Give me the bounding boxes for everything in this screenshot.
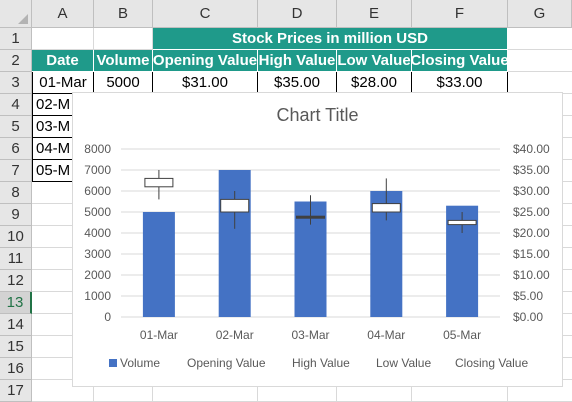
- row-header-17[interactable]: 17: [0, 380, 32, 402]
- header-date[interactable]: Date: [32, 50, 94, 72]
- y2-tick-label: $30.00: [513, 184, 550, 198]
- legend-label: Volume: [120, 356, 160, 370]
- chart-title[interactable]: Chart Title: [276, 105, 359, 125]
- row-header-10[interactable]: 10: [0, 226, 32, 248]
- legend-label: High Value: [292, 356, 350, 370]
- stock-chart[interactable]: Chart Title 0 1000 2000 3000 4000 5000 6000 700…: [72, 92, 563, 387]
- header-closing-value[interactable]: Closing Value: [412, 50, 508, 72]
- row-header-9[interactable]: 9: [0, 204, 32, 226]
- column-header-d[interactable]: D: [258, 0, 337, 28]
- legend-label: Closing Value: [455, 356, 528, 370]
- row-header-5[interactable]: 5: [0, 116, 32, 138]
- header-volume[interactable]: Volume: [94, 50, 153, 72]
- header-low-value[interactable]: Low Value: [337, 50, 412, 72]
- row-header-15[interactable]: 15: [0, 336, 32, 358]
- column-header-a[interactable]: A: [32, 0, 94, 28]
- cell-a6[interactable]: 04-M: [32, 138, 74, 160]
- category-label: 05-Mar: [443, 328, 481, 342]
- column-header-f[interactable]: F: [412, 0, 508, 28]
- y2-tick-label: $35.00: [513, 163, 550, 177]
- banner-cell[interactable]: Stock Prices in million USD: [153, 28, 508, 50]
- row-header-1[interactable]: 1: [0, 28, 32, 50]
- legend-label: Opening Value: [187, 356, 266, 370]
- candle-body: [447, 219, 477, 226]
- y2-tick-label: $10.00: [513, 268, 550, 282]
- column-header-g[interactable]: G: [508, 0, 572, 28]
- row-header-2[interactable]: 2: [0, 50, 32, 72]
- category-label: 02-Mar: [216, 328, 254, 342]
- cell-c3[interactable]: $31.00: [153, 72, 258, 94]
- column-header-c[interactable]: C: [153, 0, 258, 28]
- cell-a3[interactable]: 01-Mar: [32, 72, 94, 94]
- row-header-13[interactable]: 13: [0, 292, 32, 314]
- y-tick-label: 4000: [84, 226, 111, 240]
- candle-body: [296, 215, 325, 219]
- y-tick-label: 0: [104, 310, 111, 324]
- y2-tick-label: $0.00: [513, 310, 543, 324]
- header-high-value[interactable]: High Value: [258, 50, 337, 72]
- y-tick-label: 6000: [84, 184, 111, 198]
- row-header-14[interactable]: 14: [0, 314, 32, 336]
- column-header-b[interactable]: B: [94, 0, 153, 28]
- y2-tick-label: $40.00: [513, 142, 550, 156]
- candle-body: [371, 203, 401, 213]
- row-header-12[interactable]: 12: [0, 270, 32, 292]
- category-label: 01-Mar: [140, 328, 178, 342]
- y2-tick-label: $5.00: [513, 289, 543, 303]
- y2-tick-label: $25.00: [513, 205, 550, 219]
- row-header-7[interactable]: 7: [0, 160, 32, 182]
- cell-f3[interactable]: $33.00: [412, 72, 508, 94]
- legend-swatch-volume: [109, 359, 117, 367]
- cell-a4[interactable]: 02-M: [32, 94, 74, 116]
- y2-tick-label: $15.00: [513, 247, 550, 261]
- select-all-corner[interactable]: [0, 0, 32, 28]
- row-header-6[interactable]: 6: [0, 138, 32, 160]
- category-label: 04-Mar: [367, 328, 405, 342]
- volume-bar: [142, 212, 175, 317]
- y-tick-label: 5000: [84, 205, 111, 219]
- cell-a7[interactable]: 05-M: [32, 160, 74, 182]
- select-all-triangle-icon: [18, 14, 28, 24]
- row-header-16[interactable]: 16: [0, 358, 32, 380]
- y-tick-label: 8000: [84, 142, 111, 156]
- y-tick-label: 3000: [84, 247, 111, 261]
- row-header-3[interactable]: 3: [0, 72, 32, 94]
- y-tick-label: 7000: [84, 163, 111, 177]
- header-opening-value[interactable]: Opening Value: [153, 50, 258, 72]
- row-header-8[interactable]: 8: [0, 182, 32, 204]
- cell-e3[interactable]: $28.00: [337, 72, 412, 94]
- row-header-4[interactable]: 4: [0, 94, 32, 116]
- row-header-11[interactable]: 11: [0, 248, 32, 270]
- category-label: 03-Mar: [291, 328, 329, 342]
- cell-a5[interactable]: 03-M: [32, 116, 74, 138]
- column-header-e[interactable]: E: [337, 0, 412, 28]
- chart-plot: 0 1000 2000 3000 4000 5000 6000 7000 8000 $0.00 $5…: [84, 142, 550, 370]
- cell-b3[interactable]: 5000: [94, 72, 153, 94]
- y2-tick-label: $20.00: [513, 226, 550, 240]
- y-tick-label: 1000: [84, 289, 111, 303]
- legend-label: Low Value: [376, 356, 431, 370]
- candle-body: [144, 177, 174, 188]
- candle-body: [220, 198, 250, 213]
- y-tick-label: 2000: [84, 268, 111, 282]
- cell-d3[interactable]: $35.00: [258, 72, 337, 94]
